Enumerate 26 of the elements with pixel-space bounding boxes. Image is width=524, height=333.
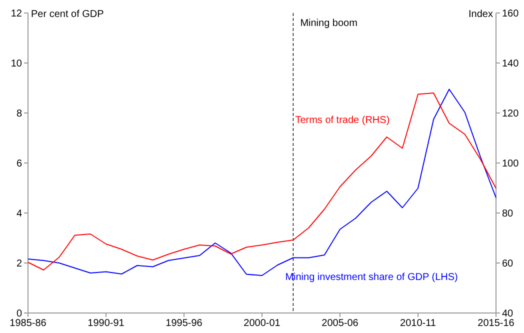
y-axis-title: Per cent of GDP [31,9,104,20]
x-tick-label: 2015-16 [478,318,515,329]
y2-axis-title: Index [468,9,493,20]
series-label: Terms of trade (RHS) [295,115,390,126]
y2-tick-label: 100 [502,158,520,170]
y2-tick-label: 80 [502,208,514,220]
x-tick-label: 2000-01 [244,318,281,329]
x-tick-label: 2010-11 [400,318,436,329]
y2-tick-label: 60 [502,258,514,270]
y2-tick-label: 160 [502,8,520,20]
y-tick-label: 2 [16,258,22,270]
x-tick-label: 1990-91 [88,318,125,329]
y2-tick-label: 120 [502,108,520,120]
series-label: Mining investment share of GDP (LHS) [285,272,458,283]
y-tick-label: 10 [10,58,22,70]
annotation: Mining boom [300,18,358,29]
y2-tick-label: 140 [502,58,520,70]
y2-tick-label: 40 [502,308,514,320]
y-tick-label: 6 [16,158,22,170]
y-tick-label: 12 [10,8,22,20]
y-tick-label: 4 [16,208,22,220]
y-tick-label: 8 [16,108,22,120]
x-tick-label: 1995-96 [166,318,203,329]
x-tick-label: 1985-86 [10,318,47,329]
x-tick-label: 2005-06 [322,318,359,329]
y-tick-label: 0 [16,308,22,320]
